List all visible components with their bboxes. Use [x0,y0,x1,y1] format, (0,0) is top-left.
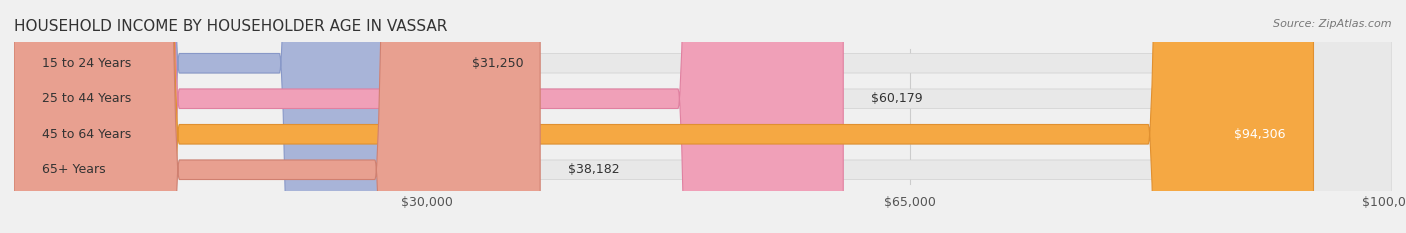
FancyBboxPatch shape [14,0,1392,233]
Text: $94,306: $94,306 [1234,128,1286,141]
Text: 25 to 44 Years: 25 to 44 Years [42,92,131,105]
FancyBboxPatch shape [14,0,1313,233]
FancyBboxPatch shape [14,0,540,233]
Text: HOUSEHOLD INCOME BY HOUSEHOLDER AGE IN VASSAR: HOUSEHOLD INCOME BY HOUSEHOLDER AGE IN V… [14,19,447,34]
Text: 15 to 24 Years: 15 to 24 Years [42,57,131,70]
FancyBboxPatch shape [14,0,1392,233]
Text: $31,250: $31,250 [472,57,524,70]
Text: $60,179: $60,179 [870,92,922,105]
FancyBboxPatch shape [14,0,1392,233]
FancyBboxPatch shape [14,0,444,233]
FancyBboxPatch shape [14,0,844,233]
FancyBboxPatch shape [14,0,1392,233]
Text: Source: ZipAtlas.com: Source: ZipAtlas.com [1274,19,1392,29]
Text: 45 to 64 Years: 45 to 64 Years [42,128,131,141]
Text: 65+ Years: 65+ Years [42,163,105,176]
Text: $38,182: $38,182 [568,163,620,176]
